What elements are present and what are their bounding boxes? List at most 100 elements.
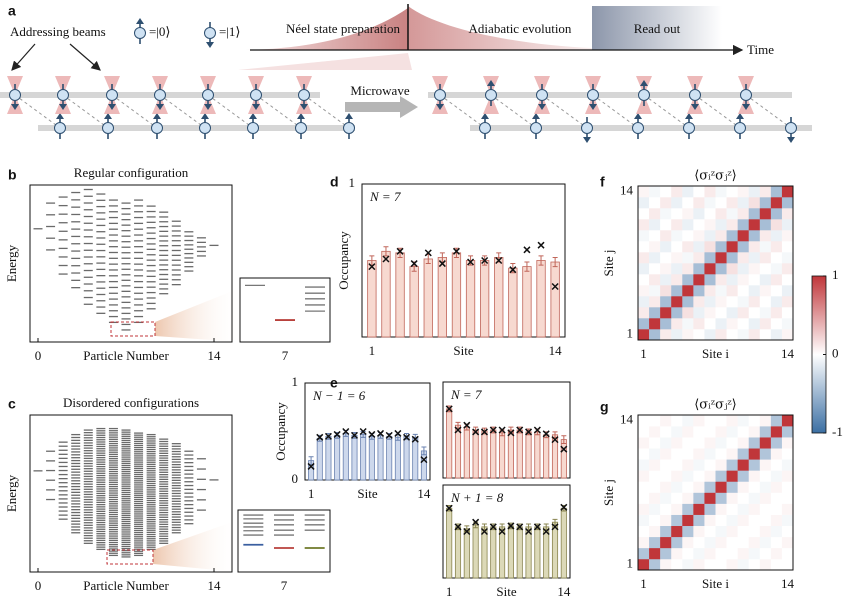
spin-arrowhead [583,137,591,143]
evolution-region [408,6,592,50]
theory-marker [523,246,531,254]
spin-site [632,122,644,134]
heatmap-cell [649,285,661,297]
heatmap-cell [781,318,794,330]
heatmap-cell [715,263,727,275]
heatmap-cell [693,415,705,427]
heatmap-cell [737,547,750,560]
theory-marker [333,430,341,438]
theory-marker [376,429,385,437]
spin-site [54,122,66,134]
heatmap-cell [693,230,705,242]
heatmap-cell [649,307,661,319]
heatmap-cell [737,307,750,319]
theory-marker [368,263,376,271]
heatmap-cell [660,318,672,330]
theory-marker [498,527,506,536]
heatmap-cell [726,252,738,264]
heatmap-cell [693,307,705,319]
heatmap-cell [649,437,661,449]
x-tick-label: 1 [640,576,647,591]
x-tick-label: 7 [281,578,288,593]
x-tick-label: 14 [781,346,795,361]
theory-marker [445,504,453,512]
y-tick-label: 0 [292,471,299,486]
heatmap-cell [660,329,672,341]
bar [325,435,332,481]
heatmap-cell [715,285,727,297]
theory-marker [359,427,367,436]
x-tick-label: 1 [308,486,315,501]
heatmap-cell [759,197,772,209]
heatmap-cell [737,492,750,504]
theory-marker [411,435,419,443]
heatmap-cell [759,492,772,504]
heatmap-cell [759,459,772,471]
theory-marker [396,247,404,255]
heatmap-cell [649,230,661,242]
beam-pointer [69,43,101,71]
heatmap-cell [715,558,727,571]
heatmap-cell [693,536,705,549]
heatmap-cell [726,186,738,198]
microwave-arrow [345,96,418,118]
heatmap-cell [748,197,761,209]
theory-marker [551,523,559,531]
bar [446,507,453,579]
heatmap-cell [737,219,750,231]
heatmap-cell [671,296,683,308]
heatmap-cell [660,197,672,209]
heatmap-cell [759,230,772,242]
heatmap-cell [649,547,661,560]
heatmap-cell [748,241,761,253]
error-bar [421,446,427,456]
bar [560,507,567,579]
heatmap-cell [770,481,783,493]
heatmap-cell [693,186,705,198]
heatmap-cell [660,536,672,549]
x-tick-label: 1 [369,343,376,358]
bar [386,435,393,481]
theory-marker [498,426,506,434]
heatmap-cell [726,415,738,427]
spin-arrowhead [685,113,693,119]
bar [481,430,488,479]
heatmap-cell [759,208,772,220]
rail [428,92,792,98]
zoom-wedge [153,520,238,572]
heatmap-cell [682,437,694,449]
heatmap-cell [715,296,727,308]
heatmap-cell [726,241,738,253]
heatmap-cell [715,197,727,209]
bar [465,260,476,338]
heatmap-cell [704,547,716,560]
heatmap-cell [671,197,683,209]
heatmap-cell [748,285,761,297]
theory-marker [551,436,559,444]
heatmap-cell [726,426,738,438]
spin-site [683,122,695,134]
theory-marker [472,518,480,526]
error-bar [468,255,474,266]
heatmap-cell [726,197,738,209]
bar [525,431,532,479]
heatmap-cell [726,547,738,560]
heatmap-cell [781,514,794,527]
heatmap-cell [704,252,716,264]
error-bar [510,263,516,274]
theory-marker [516,426,524,434]
addressing-beam [585,76,601,114]
theory-marker [516,523,524,531]
heatmap-cell [781,470,794,482]
heatmap-cell [693,318,705,330]
heatmap-cell [682,263,694,275]
heatmap-cell [649,274,661,286]
heatmap-cell [704,514,716,527]
theory-marker [525,527,533,536]
y-tick-label: 14 [620,412,634,427]
spin-arrowhead [589,104,597,110]
heatmap-cell [649,503,661,515]
heatmap-cell [671,503,683,515]
heatmap-cell [649,470,661,482]
heatmap-cell [660,307,672,319]
